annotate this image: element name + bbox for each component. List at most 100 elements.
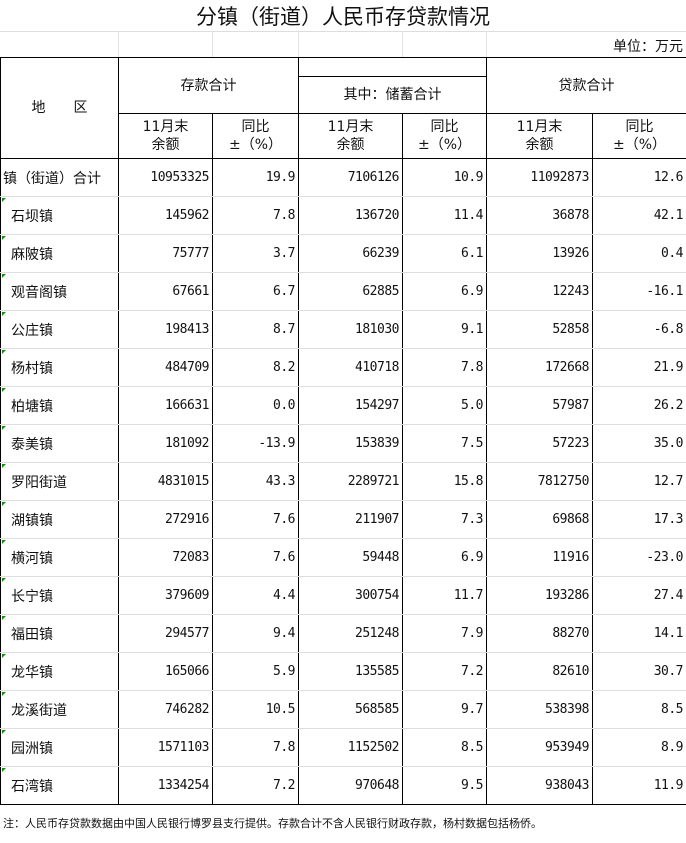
cell-deposit-yoy[interactable]: 7.8 [212,196,299,235]
cell-region-name[interactable]: 柏塘镇 [0,386,119,425]
cell-deposit-balance[interactable]: 75777 [118,234,213,273]
cell-region-name[interactable]: 杨村镇 [0,348,119,387]
cell-deposit-yoy[interactable]: 0.0 [212,386,299,425]
cell-deposit-yoy[interactable]: 19.9 [212,158,299,197]
cell-savings-balance[interactable]: 136720 [298,196,403,235]
cell-loan-yoy[interactable]: 42.1 [592,196,686,235]
cell-loan-yoy[interactable]: 14.1 [592,614,686,653]
cell-savings-yoy[interactable]: 6.1 [402,234,487,273]
cell-deposit-yoy[interactable]: 9.4 [212,614,299,653]
cell-savings-yoy[interactable]: 9.1 [402,310,487,349]
cell-region-name[interactable]: 石坝镇 [0,196,119,235]
cell-deposit-yoy[interactable]: 10.5 [212,690,299,729]
cell-loan-balance[interactable]: 7812750 [486,462,593,501]
cell-loan-yoy[interactable]: 21.9 [592,348,686,387]
cell-deposit-balance[interactable]: 72083 [118,538,213,577]
cell-savings-yoy[interactable]: 10.9 [402,158,487,197]
cell-deposit-balance[interactable]: 166631 [118,386,213,425]
cell-deposit-yoy[interactable]: 4.4 [212,576,299,615]
cell-savings-yoy[interactable]: 9.5 [402,766,487,805]
cell-savings-balance[interactable]: 251248 [298,614,403,653]
cell-loan-yoy[interactable]: -16.1 [592,272,686,311]
cell-deposit-balance[interactable]: 1571103 [118,728,213,767]
cell-savings-yoy[interactable]: 15.8 [402,462,487,501]
cell-region-name[interactable]: 龙华镇 [0,652,119,691]
cell-loan-balance[interactable]: 36878 [486,196,593,235]
cell-loan-balance[interactable]: 69868 [486,500,593,539]
cell-savings-yoy[interactable]: 8.5 [402,728,487,767]
cell-deposit-yoy[interactable]: 5.9 [212,652,299,691]
cell-deposit-balance[interactable]: 181092 [118,424,213,463]
cell-loan-yoy[interactable]: 11.9 [592,766,686,805]
cell-region-name[interactable]: 罗阳街道 [0,462,119,501]
cell-deposit-yoy[interactable]: -13.9 [212,424,299,463]
cell-loan-yoy[interactable]: 30.7 [592,652,686,691]
cell-loan-balance[interactable]: 172668 [486,348,593,387]
cell-savings-balance[interactable]: 181030 [298,310,403,349]
cell-savings-balance[interactable]: 59448 [298,538,403,577]
cell-savings-yoy[interactable]: 9.7 [402,690,487,729]
cell-savings-yoy[interactable]: 7.8 [402,348,487,387]
cell-savings-balance[interactable]: 66239 [298,234,403,273]
cell-loan-balance[interactable]: 11092873 [486,158,593,197]
cell-savings-yoy[interactable]: 11.4 [402,196,487,235]
cell-savings-balance[interactable]: 62885 [298,272,403,311]
cell-deposit-yoy[interactable]: 7.2 [212,766,299,805]
cell-savings-balance[interactable]: 154297 [298,386,403,425]
cell-deposit-balance[interactable]: 1334254 [118,766,213,805]
cell-deposit-yoy[interactable]: 43.3 [212,462,299,501]
cell-loan-yoy[interactable]: 12.7 [592,462,686,501]
cell-region-name[interactable]: 龙溪街道 [0,690,119,729]
cell-loan-yoy[interactable]: 8.9 [592,728,686,767]
cell-savings-balance[interactable]: 7106126 [298,158,403,197]
cell-deposit-balance[interactable]: 272916 [118,500,213,539]
cell-loan-balance[interactable]: 538398 [486,690,593,729]
cell-savings-balance[interactable]: 1152502 [298,728,403,767]
cell-loan-yoy[interactable]: 35.0 [592,424,686,463]
cell-savings-balance[interactable]: 300754 [298,576,403,615]
cell-loan-yoy[interactable]: 26.2 [592,386,686,425]
cell-deposit-balance[interactable]: 379609 [118,576,213,615]
cell-deposit-balance[interactable]: 294577 [118,614,213,653]
cell-loan-yoy[interactable]: -23.0 [592,538,686,577]
cell-loan-balance[interactable]: 52858 [486,310,593,349]
cell-savings-balance[interactable]: 970648 [298,766,403,805]
cell-savings-balance[interactable]: 211907 [298,500,403,539]
cell-savings-yoy[interactable]: 11.7 [402,576,487,615]
cell-savings-balance[interactable]: 410718 [298,348,403,387]
cell-savings-yoy[interactable]: 7.9 [402,614,487,653]
cell-deposit-yoy[interactable]: 7.6 [212,538,299,577]
cell-savings-yoy[interactable]: 6.9 [402,538,487,577]
cell-savings-balance[interactable]: 153839 [298,424,403,463]
cell-region-name[interactable]: 横河镇 [0,538,119,577]
cell-loan-yoy[interactable]: 17.3 [592,500,686,539]
cell-deposit-balance[interactable]: 165066 [118,652,213,691]
cell-loan-balance[interactable]: 12243 [486,272,593,311]
cell-region-name[interactable]: 湖镇镇 [0,500,119,539]
cell-deposit-yoy[interactable]: 3.7 [212,234,299,273]
cell-deposit-yoy[interactable]: 8.2 [212,348,299,387]
cell-loan-balance[interactable]: 88270 [486,614,593,653]
cell-region-name[interactable]: 镇（街道）合计 [0,158,119,197]
cell-loan-yoy[interactable]: -6.8 [592,310,686,349]
cell-loan-balance[interactable]: 953949 [486,728,593,767]
cell-loan-balance[interactable]: 11916 [486,538,593,577]
cell-region-name[interactable]: 福田镇 [0,614,119,653]
cell-savings-balance[interactable]: 568585 [298,690,403,729]
cell-loan-balance[interactable]: 57223 [486,424,593,463]
cell-savings-balance[interactable]: 135585 [298,652,403,691]
cell-loan-balance[interactable]: 938043 [486,766,593,805]
cell-deposit-balance[interactable]: 10953325 [118,158,213,197]
cell-savings-balance[interactable]: 2289721 [298,462,403,501]
cell-deposit-yoy[interactable]: 7.8 [212,728,299,767]
cell-deposit-balance[interactable]: 484709 [118,348,213,387]
cell-loan-balance[interactable]: 82610 [486,652,593,691]
cell-region-name[interactable]: 石湾镇 [0,766,119,805]
cell-region-name[interactable]: 麻陂镇 [0,234,119,273]
cell-region-name[interactable]: 观音阁镇 [0,272,119,311]
cell-loan-balance[interactable]: 13926 [486,234,593,273]
cell-loan-balance[interactable]: 57987 [486,386,593,425]
cell-savings-yoy[interactable]: 5.0 [402,386,487,425]
cell-savings-yoy[interactable]: 7.5 [402,424,487,463]
cell-loan-yoy[interactable]: 27.4 [592,576,686,615]
